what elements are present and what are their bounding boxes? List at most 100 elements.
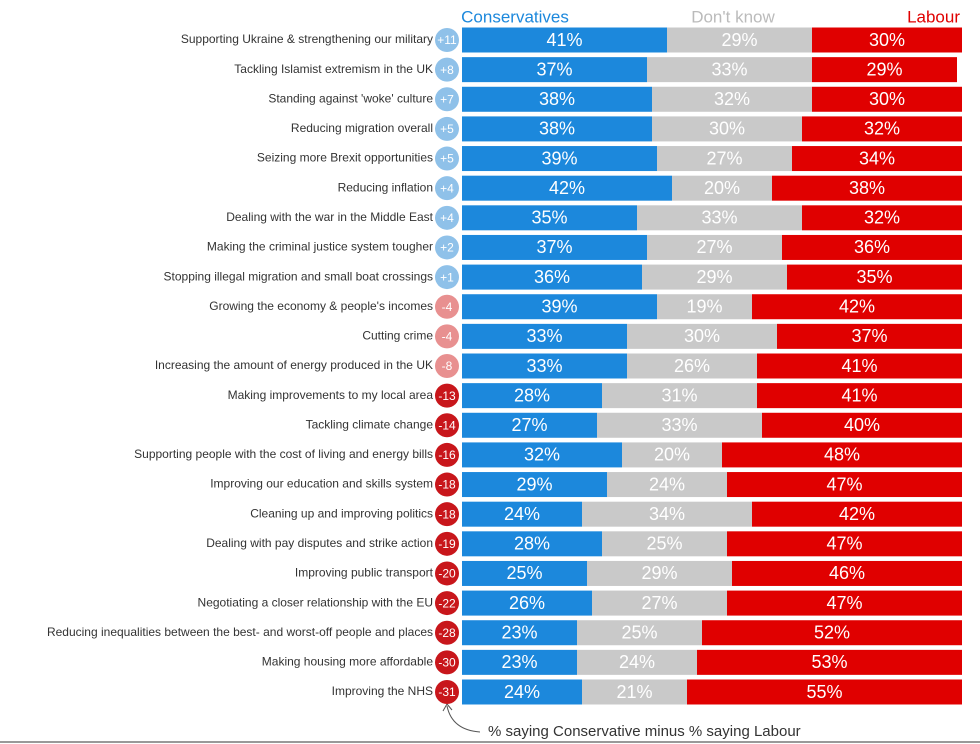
value-label: 27% — [696, 237, 732, 257]
value-label: 48% — [824, 445, 860, 465]
net-label: +4 — [440, 211, 454, 225]
bar-segment — [732, 560, 962, 586]
value-label: 42% — [839, 504, 875, 524]
bar-segment — [597, 412, 762, 438]
net-badge — [435, 472, 459, 497]
bar-segment — [577, 649, 697, 675]
value-label: 38% — [539, 89, 575, 109]
value-label: 32% — [864, 119, 900, 139]
bar-segment — [727, 531, 962, 557]
category-label: Dealing with the war in the Middle East — [226, 210, 433, 224]
value-label: 27% — [706, 148, 742, 168]
value-label: 31% — [661, 385, 697, 405]
bar-segment — [462, 27, 667, 53]
bar-segment — [812, 57, 957, 83]
bar-segment — [462, 264, 642, 290]
bar-segment — [462, 620, 577, 646]
value-label: 37% — [536, 59, 572, 79]
net-label: -8 — [442, 359, 453, 373]
value-label: 37% — [536, 237, 572, 257]
net-label: -19 — [438, 537, 456, 551]
category-label: Making improvements to my local area — [228, 388, 434, 402]
net-label: +1 — [440, 270, 454, 284]
net-badge — [435, 413, 459, 438]
value-label: 30% — [869, 89, 905, 109]
bar-segment — [622, 442, 722, 468]
bar-segment — [637, 205, 802, 231]
value-label: 23% — [501, 622, 537, 642]
value-label: 34% — [859, 148, 895, 168]
net-label: +5 — [440, 152, 454, 166]
bar-segment — [752, 501, 962, 527]
value-label: 24% — [649, 474, 685, 494]
category-label: Increasing the amount of energy produced… — [155, 358, 433, 372]
bar-segment — [462, 323, 627, 349]
bar-segment — [802, 205, 962, 231]
net-badge — [435, 294, 459, 319]
value-label: 33% — [526, 326, 562, 346]
net-label: -30 — [438, 656, 456, 670]
value-label: 29% — [721, 30, 757, 50]
bar-segment — [652, 86, 812, 112]
bar-segment — [702, 620, 962, 646]
value-label: 55% — [806, 682, 842, 702]
net-badge — [435, 265, 459, 290]
value-label: 39% — [541, 296, 577, 316]
bar-segment — [647, 57, 812, 83]
bar-segment — [812, 27, 962, 53]
bar-segment — [582, 679, 687, 705]
bar-segment — [602, 531, 727, 557]
value-label: 33% — [661, 415, 697, 435]
value-label: 33% — [526, 356, 562, 376]
bar-segment — [462, 590, 592, 616]
value-label: 41% — [841, 385, 877, 405]
value-label: 33% — [701, 208, 737, 228]
bar-segment — [462, 205, 637, 231]
category-label: Growing the economy & people's incomes — [209, 299, 433, 313]
value-label: 36% — [534, 267, 570, 287]
value-label: 29% — [866, 59, 902, 79]
net-badge — [435, 57, 459, 82]
value-label: 32% — [864, 208, 900, 228]
value-label: 38% — [849, 178, 885, 198]
bar-segment — [697, 649, 962, 675]
value-label: 34% — [649, 504, 685, 524]
category-label: Tackling climate change — [306, 417, 434, 431]
net-label: +4 — [440, 181, 454, 195]
category-label: Reducing inflation — [338, 180, 433, 194]
bar-segment — [792, 146, 962, 172]
value-label: 36% — [854, 237, 890, 257]
bar-segment — [602, 383, 757, 409]
legend-entry: Don't know — [691, 7, 775, 26]
bar-segment — [462, 679, 582, 705]
value-label: 42% — [549, 178, 585, 198]
net-badge — [435, 324, 459, 349]
value-label: 42% — [839, 296, 875, 316]
category-label: Stopping illegal migration and small boa… — [164, 269, 433, 283]
annotation: % saying Conservative minus % saying Lab… — [488, 723, 801, 740]
bar-segment — [462, 146, 657, 172]
net-label: +5 — [440, 122, 454, 136]
bar-segment — [642, 264, 787, 290]
category-label: Dealing with pay disputes and strike act… — [206, 536, 433, 550]
value-label: 24% — [504, 682, 540, 702]
value-label: 23% — [501, 652, 537, 672]
annotation-arrow — [446, 705, 481, 733]
value-label: 53% — [811, 652, 847, 672]
net-label: -22 — [438, 596, 456, 610]
category-label: Tackling Islamist extremism in the UK — [234, 62, 433, 76]
bar-segment — [607, 472, 727, 498]
value-label: 25% — [621, 622, 657, 642]
bar-segment — [462, 442, 622, 468]
bar-segment — [462, 383, 602, 409]
value-label: 26% — [509, 593, 545, 613]
value-label: 41% — [841, 356, 877, 376]
bar-segment — [722, 442, 962, 468]
bar-segment — [627, 353, 757, 379]
bar-segment — [592, 590, 727, 616]
net-badge — [435, 591, 459, 616]
bar-segment — [462, 294, 657, 320]
net-label: -31 — [438, 685, 456, 699]
bar-segment — [727, 590, 962, 616]
category-label: Standing against 'woke' culture — [268, 91, 433, 105]
